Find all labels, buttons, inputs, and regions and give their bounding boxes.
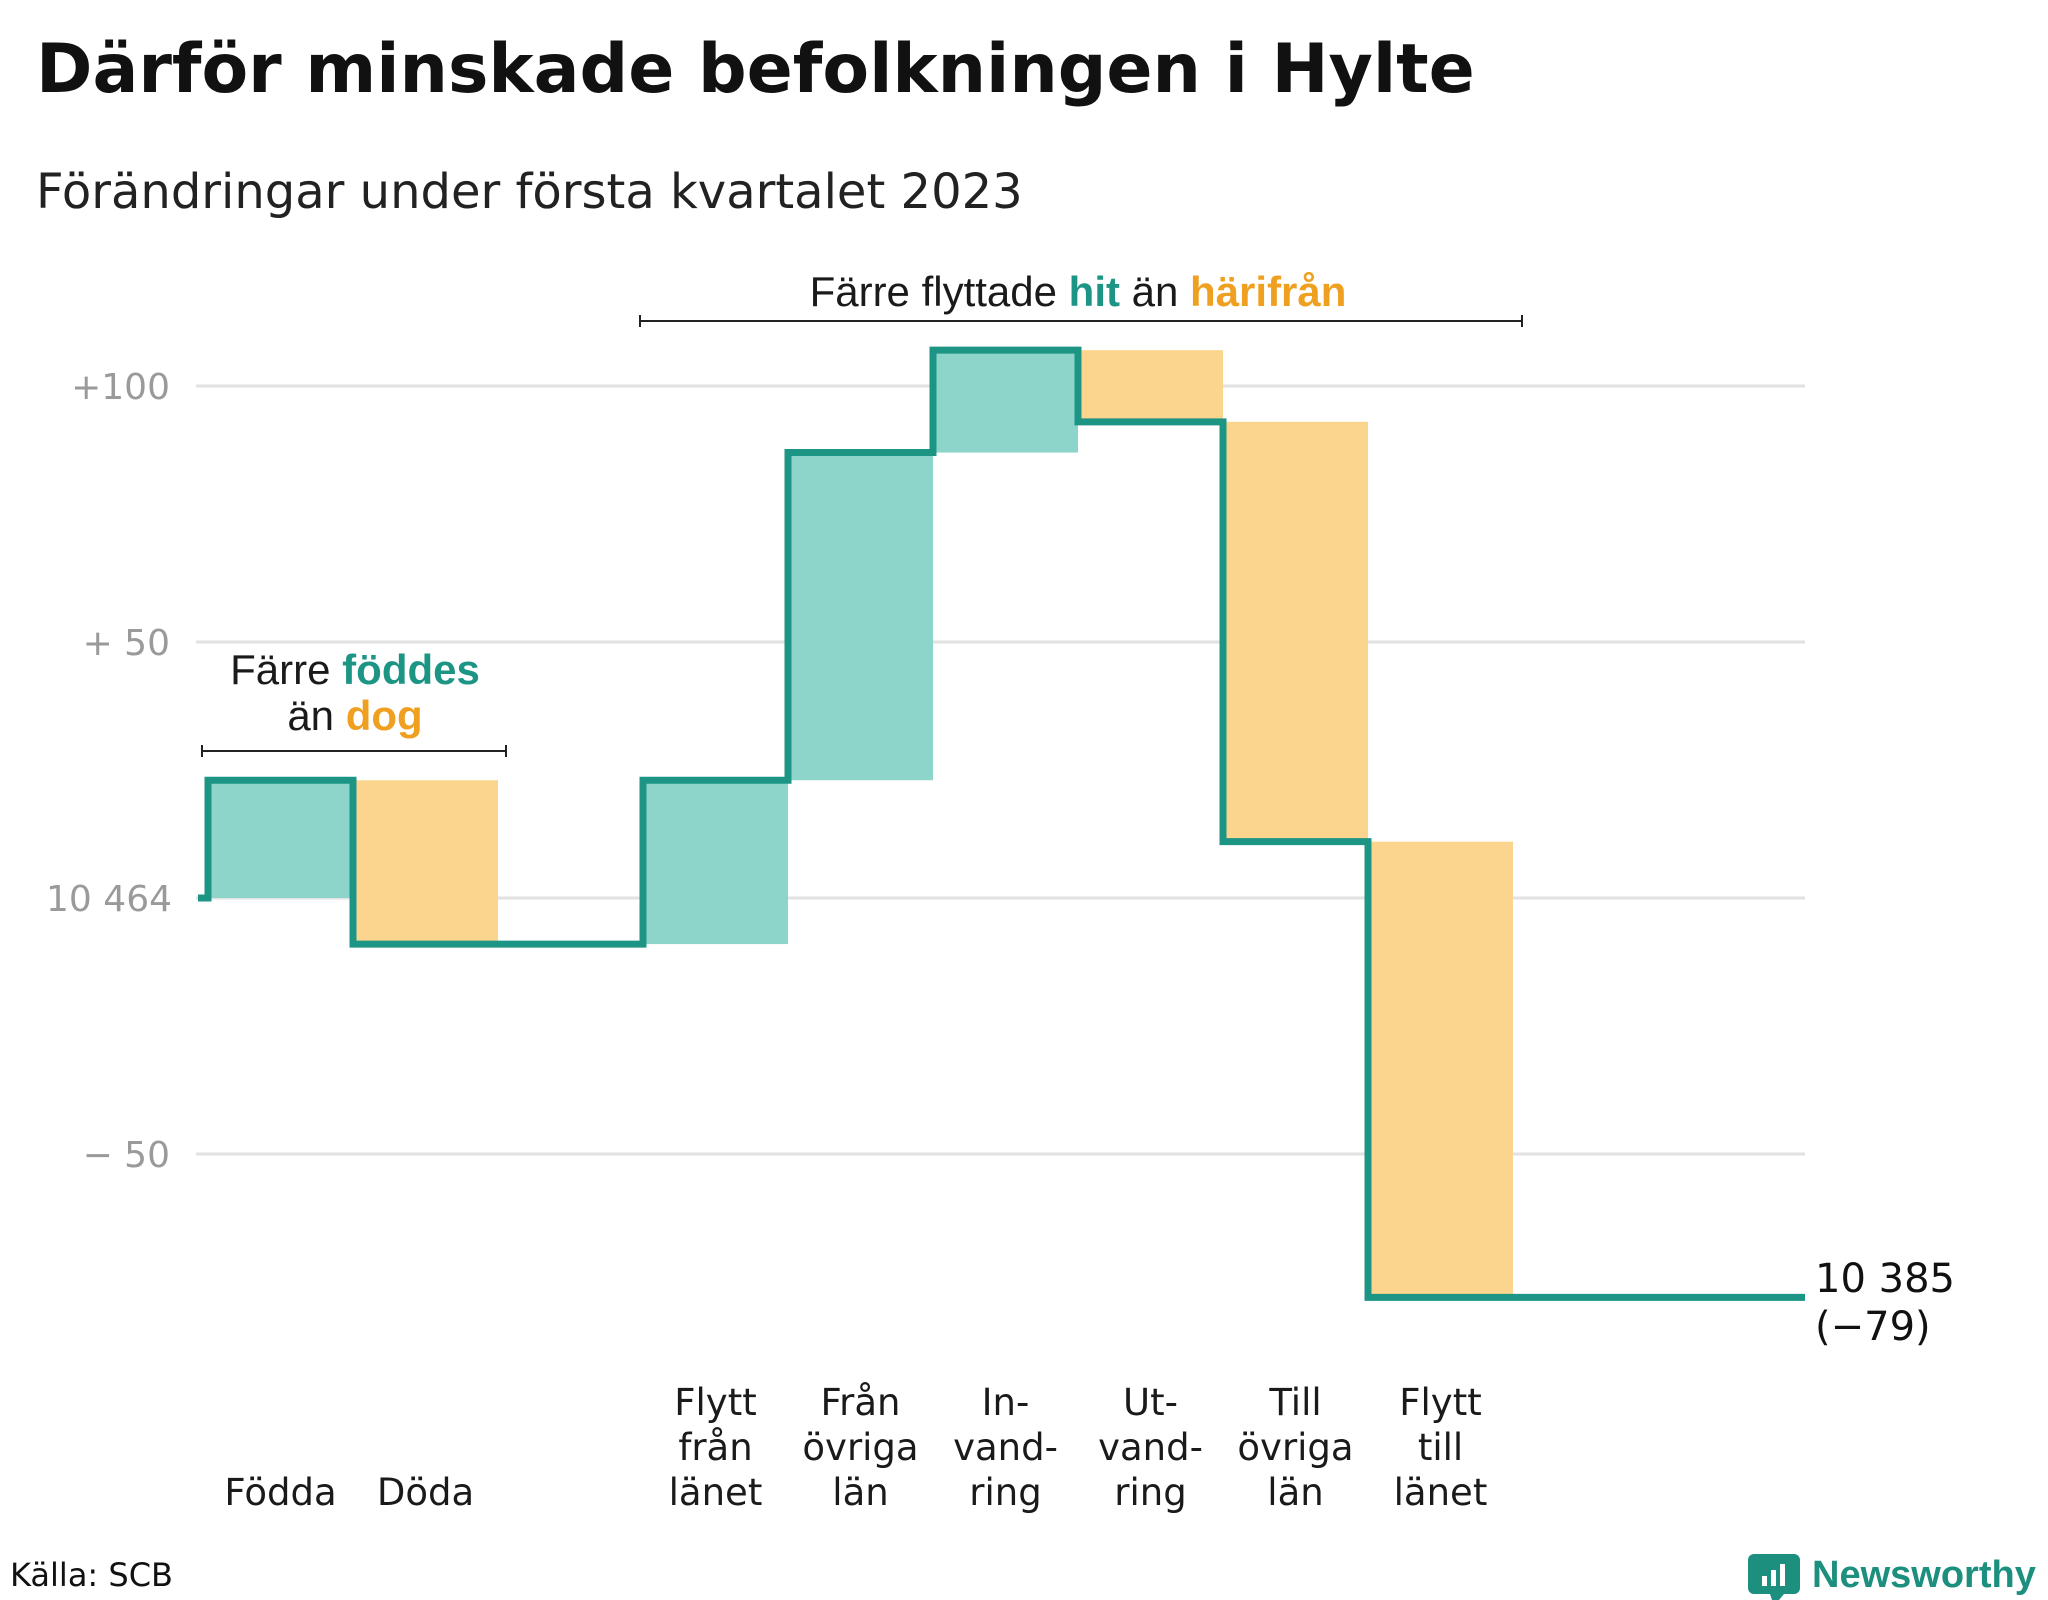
- chart-title: Därför minskade befolkningen i Hylte: [36, 30, 1475, 109]
- start-value-label: 10 464: [46, 879, 172, 920]
- bar-flytt-till-länet: [1368, 841, 1513, 1298]
- category-label: Döda: [377, 1471, 474, 1514]
- bar-till-övriga-län: [1223, 421, 1368, 842]
- newsworthy-logo-icon: [1748, 1554, 1800, 1600]
- category-label: vand-: [953, 1426, 1058, 1469]
- newsworthy-logo: Newsworthy: [1748, 1554, 2036, 1600]
- brand-name: Newsworthy: [1812, 1554, 2036, 1596]
- migration-annotation: Färre flyttade hit än härifrån: [639, 268, 1523, 327]
- migration-annotation-prefix: Färre flyttade: [810, 268, 1069, 315]
- bar-flytt-från-länet: [643, 780, 788, 945]
- bar-in--vand--ring: [933, 350, 1078, 453]
- bars: [208, 350, 1513, 1298]
- category-labels: Födda DödaFlyttfrånlänetFrånövrigalänIn-v…: [224, 1381, 1487, 1514]
- category-label: vand-: [1098, 1426, 1203, 1469]
- category-label: län: [832, 1471, 888, 1514]
- births-annotation-line1: Färre föddes: [230, 646, 480, 693]
- bar-från-övriga-län: [788, 452, 933, 781]
- category-label: In-: [982, 1381, 1030, 1424]
- migration-annotation-text: Färre flyttade hit än härifrån: [810, 268, 1347, 315]
- births-annotation-line2: än dog: [287, 692, 422, 739]
- step-line: [198, 346, 1805, 1301]
- chart-subtitle: Förändringar under första kvartalet 2023: [36, 164, 1023, 220]
- migration-annotation-highlight-in: hit: [1069, 268, 1120, 315]
- end-change-label: (−79): [1815, 1304, 1931, 1350]
- migration-annotation-highlight-out: härifrån: [1190, 268, 1346, 315]
- category-label: länet: [669, 1471, 763, 1514]
- cumulative-step-line: [198, 346, 1805, 1301]
- y-tick-label: + 50: [83, 623, 170, 664]
- bar-födda: [208, 780, 353, 898]
- category-label: Ut-: [1123, 1381, 1178, 1424]
- category-label: ring: [969, 1471, 1041, 1514]
- category-label: Till: [1268, 1381, 1321, 1424]
- migration-annotation-middle: än: [1120, 268, 1190, 315]
- category-label: till: [1418, 1426, 1463, 1469]
- category-label: övriga: [802, 1426, 918, 1469]
- source-label: Källa: SCB: [10, 1556, 173, 1594]
- category-label: Födda: [224, 1471, 336, 1514]
- bar-döda: [353, 780, 498, 945]
- bar-ut--vand--ring: [1078, 350, 1223, 422]
- category-label: Från: [821, 1381, 901, 1424]
- category-label: från: [678, 1426, 752, 1469]
- category-label: länet: [1394, 1471, 1488, 1514]
- y-tick-label: +100: [71, 367, 170, 408]
- end-value-label: 10 385: [1815, 1256, 1955, 1302]
- y-axis-tick-labels: +100 + 50 10 464 − 50: [46, 367, 172, 1176]
- deaths-annotation-highlight: dog: [346, 692, 423, 739]
- births-annotation-bracket: [201, 745, 507, 757]
- category-label: län: [1267, 1471, 1323, 1514]
- births-annotation-highlight: föddes: [342, 646, 480, 693]
- category-label: ring: [1114, 1471, 1186, 1514]
- grid-lines: [196, 384, 1805, 1156]
- deaths-annotation-prefix: än: [287, 692, 345, 739]
- category-label: övriga: [1237, 1426, 1353, 1469]
- migration-annotation-bracket: [639, 315, 1523, 327]
- category-label: Flytt: [674, 1381, 756, 1424]
- category-label: Flytt: [1399, 1381, 1481, 1424]
- births-annotation: Färre föddes än dog: [201, 646, 507, 757]
- y-tick-label: − 50: [83, 1135, 170, 1176]
- births-annotation-prefix: Färre: [230, 646, 342, 693]
